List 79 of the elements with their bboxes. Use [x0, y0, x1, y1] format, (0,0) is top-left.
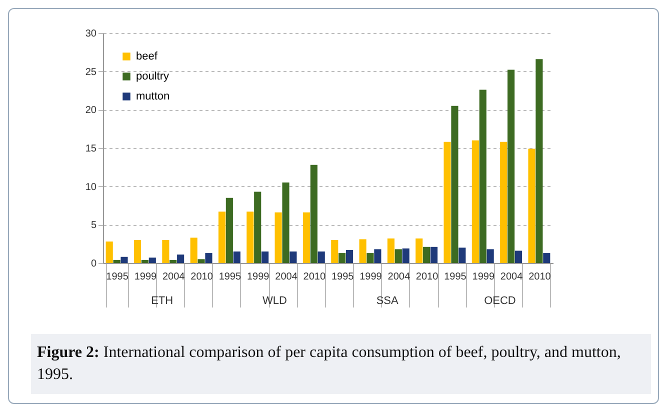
bar: [528, 148, 536, 263]
bar: [394, 249, 402, 263]
bar: [338, 253, 346, 263]
x-tick-label: 2004: [500, 272, 524, 282]
bar: [106, 242, 113, 263]
legend-label: beef: [136, 50, 158, 62]
bar: [226, 198, 233, 263]
x-tick-label: 1999: [246, 272, 270, 282]
x-tick-label: 1995: [106, 272, 129, 282]
bar: [134, 240, 142, 263]
x-tick-label: 1995: [218, 272, 242, 282]
x-tick-label: 2004: [388, 272, 410, 282]
bar: [458, 248, 466, 263]
y-tick-label: 15: [85, 144, 97, 154]
bar: [451, 106, 458, 263]
bar: [430, 246, 438, 263]
x-tick-label: 2010: [303, 272, 326, 282]
bar: [148, 258, 156, 263]
y-tick-label: 10: [85, 182, 97, 193]
text: OECD: [484, 295, 516, 307]
bar: [262, 252, 269, 263]
bar: [479, 90, 486, 263]
bar: [233, 252, 240, 263]
x-tick-label: 2010: [528, 272, 552, 282]
bar: [254, 192, 262, 263]
y-tick-label: 25: [85, 66, 97, 78]
y-tick-label: 20: [85, 105, 97, 116]
y-tick-label: 0: [90, 258, 97, 270]
text: Figure 2: International comparison of per capita consumption of beef, poultry, and mutton, 1995.: [37, 344, 621, 383]
bar: [543, 253, 550, 263]
bar: [444, 142, 451, 263]
bar: [366, 253, 374, 263]
bar: [402, 248, 410, 263]
bar: [190, 238, 198, 263]
text: ETH: [151, 295, 174, 307]
bar: [218, 212, 226, 263]
legend-label: mutton: [136, 90, 170, 102]
bar: [141, 260, 148, 263]
bar: [170, 260, 177, 263]
x-tick-label: 1995: [331, 272, 354, 282]
bar: [318, 252, 325, 263]
y-tick-label: 5: [90, 220, 97, 232]
x-tick-label: 1999: [360, 272, 382, 282]
bar: [205, 253, 212, 263]
bar: [274, 212, 282, 263]
bar: [514, 250, 522, 263]
bar: [416, 238, 423, 263]
y-tick-label: 30: [85, 28, 97, 40]
bar: [346, 250, 354, 263]
bar: [246, 212, 254, 263]
bar: [282, 182, 290, 263]
bar: [120, 256, 128, 263]
bar: [162, 240, 170, 263]
bar: [387, 238, 394, 263]
bar: [423, 246, 430, 263]
x-tick-label: 1995: [444, 272, 467, 282]
bar: [310, 164, 318, 263]
bar: [302, 212, 310, 263]
bar: [177, 254, 184, 263]
x-tick-label: 2004: [275, 272, 298, 282]
x-tick-label: 2004: [162, 272, 186, 282]
bar: [508, 70, 515, 263]
bar: [472, 140, 479, 263]
legend-label: poultry: [136, 70, 170, 82]
bar: [536, 59, 543, 263]
x-tick-label: 1999: [472, 272, 495, 282]
bar: [331, 240, 338, 263]
x-tick-label: 1999: [134, 272, 158, 282]
bar: [486, 249, 494, 263]
bar: [290, 252, 297, 263]
text: SSA: [376, 295, 400, 307]
bar: [500, 142, 508, 263]
bar: [374, 249, 382, 263]
bar: [113, 260, 120, 263]
x-tick-label: 2010: [190, 272, 214, 282]
text: WLD: [262, 295, 287, 307]
bar: [198, 259, 205, 263]
x-tick-label: 2010: [416, 272, 439, 282]
bar: [359, 239, 366, 263]
